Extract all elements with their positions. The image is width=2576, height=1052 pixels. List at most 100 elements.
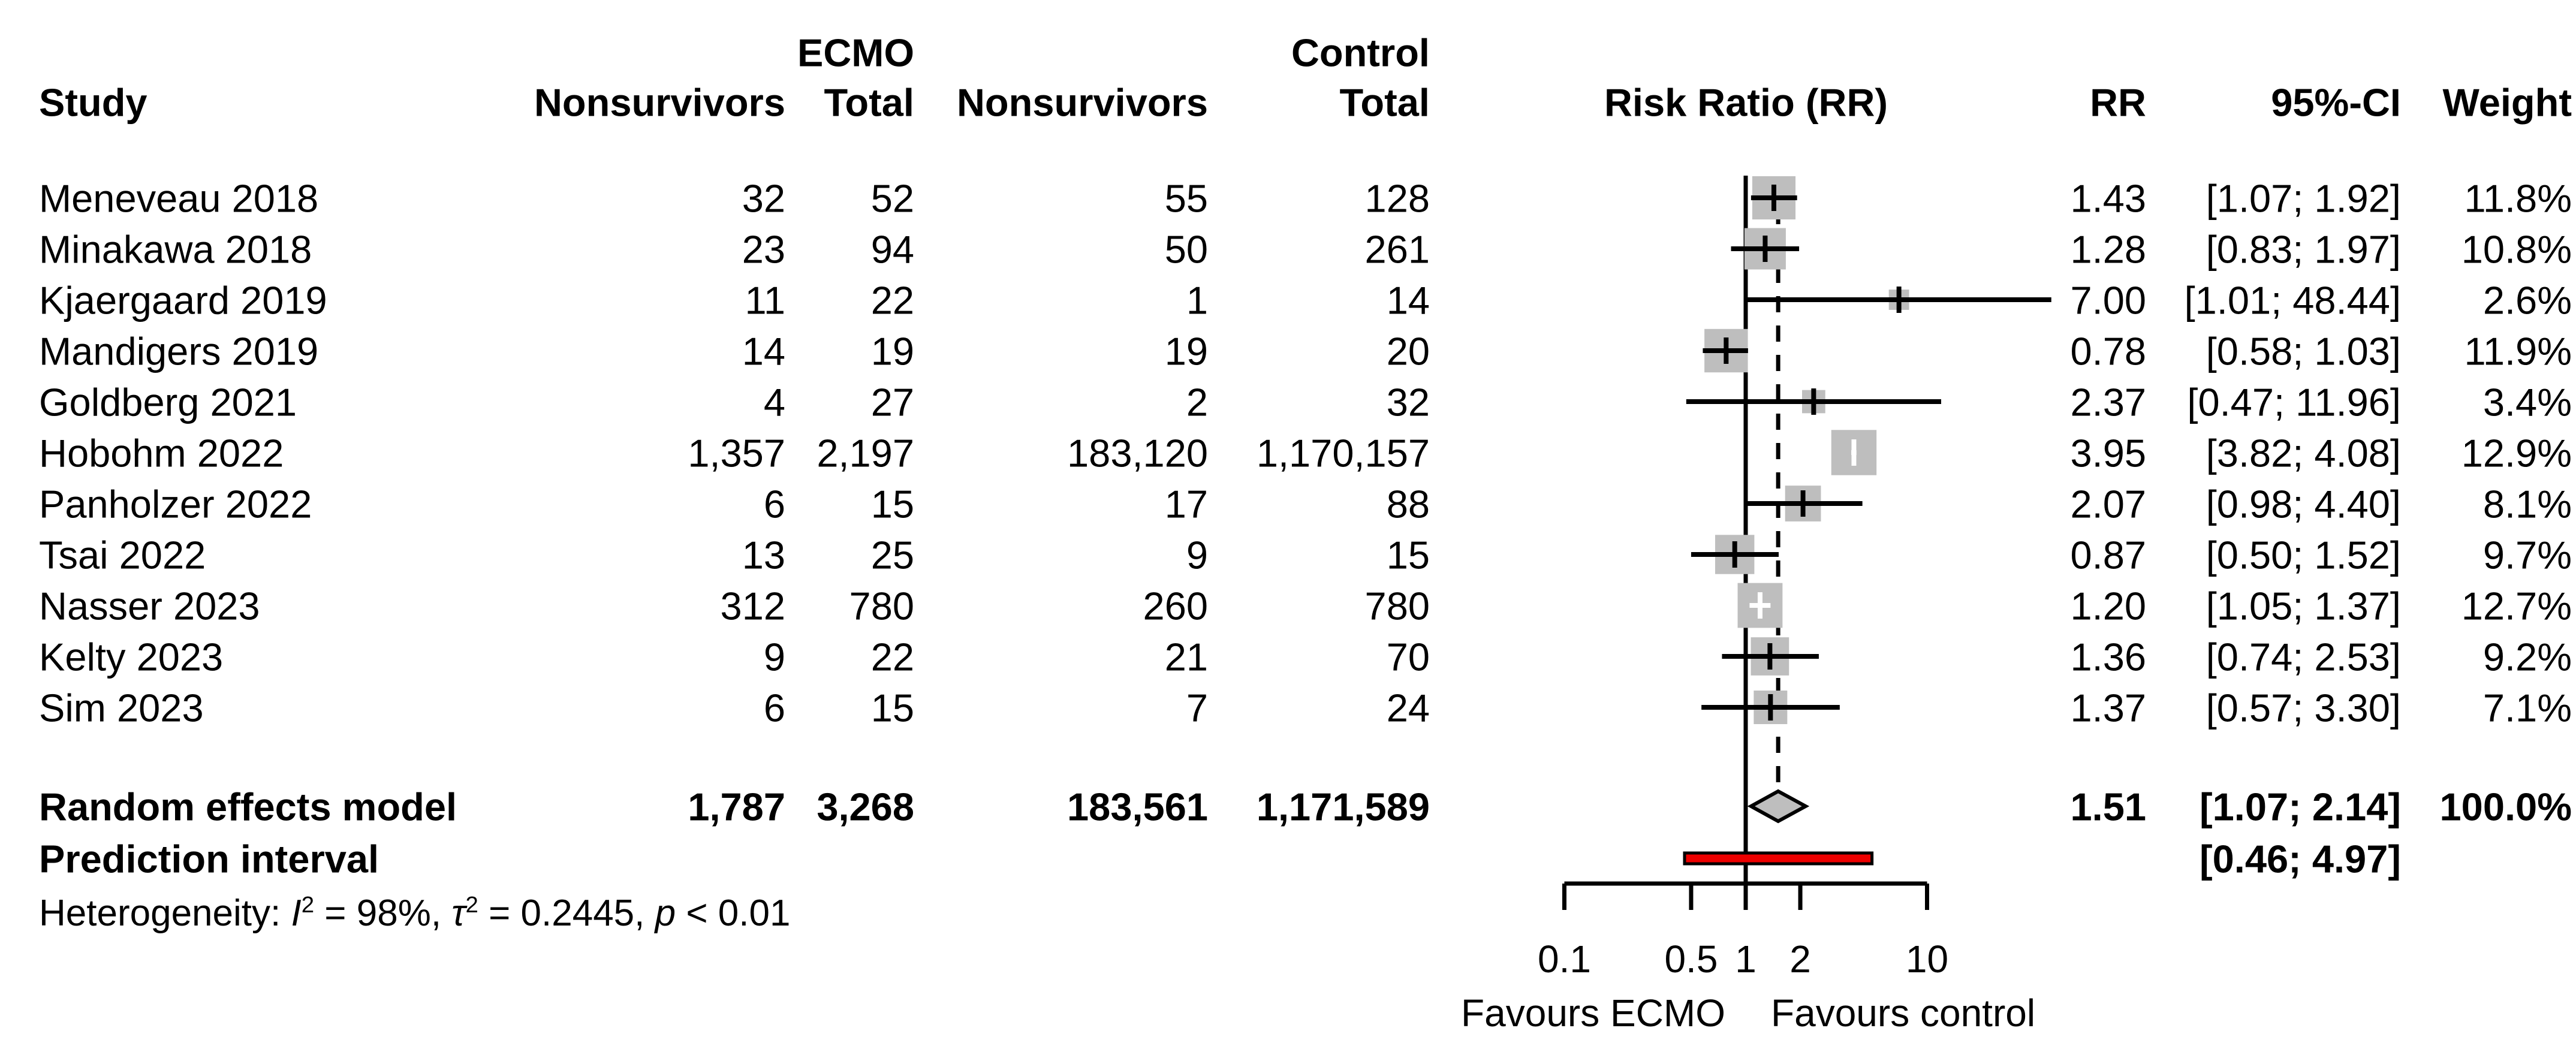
control-total-column-header: Total bbox=[1339, 80, 1430, 124]
ci-value: [0.74; 2.53] bbox=[2206, 635, 2401, 679]
study-name: Sim 2023 bbox=[39, 686, 204, 730]
control-nonsurvivors: 55 bbox=[1164, 176, 1208, 220]
ecmo-total: 52 bbox=[870, 176, 914, 220]
control-group-header: Control bbox=[1291, 31, 1430, 74]
rr-value: 1.43 bbox=[2070, 176, 2146, 220]
summary-ecmo-total: 3,268 bbox=[817, 785, 914, 828]
table-row: Nasser 2023 312 780 260 780 1.20 [1.05; … bbox=[0, 580, 2576, 631]
ecmo-total: 94 bbox=[870, 227, 914, 271]
weight-value: 11.8% bbox=[2464, 176, 2572, 220]
control-total: 88 bbox=[1386, 482, 1430, 526]
ecmo-total: 22 bbox=[870, 278, 914, 322]
ecmo-nonsurvivors-column-header: Nonsurvivors bbox=[534, 80, 785, 124]
heterogeneity-text: Heterogeneity: I2 = 98%, τ2 = 0.2445, p … bbox=[39, 891, 791, 934]
ecmo-nonsurvivors: 11 bbox=[745, 278, 785, 322]
control-total: 14 bbox=[1386, 278, 1430, 322]
weight-value: 9.7% bbox=[2482, 533, 2572, 577]
table-row: Kjaergaard 2019 11 22 1 14 7.00 [1.01; 4… bbox=[0, 275, 2576, 325]
ecmo-total: 780 bbox=[849, 584, 914, 628]
weight-value: 12.9% bbox=[2461, 431, 2572, 475]
control-nonsurvivors: 21 bbox=[1164, 635, 1208, 679]
ci-value: [0.83; 1.97] bbox=[2206, 227, 2401, 271]
control-nonsurvivors: 2 bbox=[1186, 380, 1208, 424]
ecmo-nonsurvivors: 6 bbox=[763, 686, 785, 730]
ci-value: [0.50; 1.52] bbox=[2206, 533, 2401, 577]
summary-ci-value: [1.07; 2.14] bbox=[2199, 785, 2401, 828]
ecmo-total: 22 bbox=[870, 635, 914, 679]
ecmo-total: 25 bbox=[870, 533, 914, 577]
control-total: 15 bbox=[1386, 533, 1430, 577]
prediction-interval-label: Prediction interval bbox=[39, 837, 379, 881]
ci-value: [1.05; 1.37] bbox=[2206, 584, 2401, 628]
summary-row: Random effects model 1,787 3,268 183,561… bbox=[0, 781, 2576, 832]
control-total: 780 bbox=[1364, 584, 1430, 628]
rr-value: 2.37 bbox=[2070, 380, 2146, 424]
weight-value: 8.1% bbox=[2482, 482, 2572, 526]
summary-diamond bbox=[1747, 789, 1810, 824]
ecmo-nonsurvivors: 312 bbox=[720, 584, 785, 628]
column-header-row: Study Nonsurvivors Total Nonsurvivors To… bbox=[0, 77, 2576, 128]
control-nonsurvivors: 9 bbox=[1186, 533, 1208, 577]
control-total: 128 bbox=[1364, 176, 1430, 220]
axis-tick-label: 0.1 bbox=[1538, 938, 1591, 981]
favours-ecmo-label: Favours ECMO bbox=[1461, 991, 1725, 1035]
table-row: Mandigers 2019 14 19 19 20 0.78 [0.58; 1… bbox=[0, 325, 2576, 376]
ecmo-nonsurvivors: 14 bbox=[742, 329, 785, 373]
ci-column-header: 95%-CI bbox=[2271, 80, 2401, 124]
study-column-header: Study bbox=[39, 80, 147, 124]
prediction-interval-ci: [0.46; 4.97] bbox=[2199, 837, 2401, 881]
table-row: Kelty 2023 9 22 21 70 1.36 [0.74; 2.53] … bbox=[0, 631, 2576, 682]
control-total: 1,170,157 bbox=[1256, 431, 1430, 475]
axis-tick-label: 10 bbox=[1906, 938, 1948, 981]
table-row: Goldberg 2021 4 27 2 32 2.37 [0.47; 11.9… bbox=[0, 376, 2576, 427]
heterogeneity-row: Heterogeneity: I2 = 98%, τ2 = 0.2445, p … bbox=[0, 887, 2576, 938]
weight-value: 11.9% bbox=[2464, 329, 2572, 373]
control-nonsurvivors: 19 bbox=[1164, 329, 1208, 373]
rr-value: 7.00 bbox=[2070, 278, 2146, 322]
control-total: 261 bbox=[1364, 227, 1430, 271]
ecmo-nonsurvivors: 9 bbox=[763, 635, 785, 679]
control-nonsurvivors: 17 bbox=[1164, 482, 1208, 526]
rr-value: 0.87 bbox=[2070, 533, 2146, 577]
control-nonsurvivors: 1 bbox=[1186, 278, 1208, 322]
study-name: Kjaergaard 2019 bbox=[39, 278, 327, 322]
ecmo-group-header: ECMO bbox=[797, 31, 914, 74]
ecmo-nonsurvivors: 6 bbox=[763, 482, 785, 526]
ci-value: [3.82; 4.08] bbox=[2206, 431, 2401, 475]
ecmo-total: 15 bbox=[870, 686, 914, 730]
study-name: Minakawa 2018 bbox=[39, 227, 312, 271]
axis-tick-label: 0.5 bbox=[1664, 938, 1718, 981]
rr-column-header: RR bbox=[2090, 80, 2146, 124]
control-total: 20 bbox=[1386, 329, 1430, 373]
rr-value: 1.28 bbox=[2070, 227, 2146, 271]
control-nonsurvivors: 183,120 bbox=[1067, 431, 1208, 475]
study-name: Meneveau 2018 bbox=[39, 176, 319, 220]
rr-value: 2.07 bbox=[2070, 482, 2146, 526]
summary-weight-value: 100.0% bbox=[2439, 785, 2572, 828]
summary-rr-value: 1.51 bbox=[2070, 785, 2146, 828]
table-row: Minakawa 2018 23 94 50 261 1.28 [0.83; 1… bbox=[0, 224, 2576, 275]
rr-value: 0.78 bbox=[2070, 329, 2146, 373]
weight-value: 10.8% bbox=[2461, 227, 2572, 271]
weight-value: 7.1% bbox=[2482, 686, 2572, 730]
ci-value: [0.58; 1.03] bbox=[2206, 329, 2401, 373]
table-row: Hobohm 2022 1,357 2,197 183,120 1,170,15… bbox=[0, 427, 2576, 478]
weight-value: 3.4% bbox=[2482, 380, 2572, 424]
ci-value: [1.01; 48.44] bbox=[2184, 278, 2401, 322]
prediction-interval-row: Prediction interval [0.46; 4.97] bbox=[0, 833, 2576, 884]
ecmo-nonsurvivors: 1,357 bbox=[688, 431, 785, 475]
ci-value: [0.57; 3.30] bbox=[2206, 686, 2401, 730]
ecmo-total: 27 bbox=[870, 380, 914, 424]
control-total: 70 bbox=[1386, 635, 1430, 679]
risk-ratio-column-header: Risk Ratio (RR) bbox=[1604, 80, 1888, 124]
axis-tick-label: 1 bbox=[1735, 938, 1756, 981]
table-row: Sim 2023 6 15 7 24 1.37 [0.57; 3.30] 7.1… bbox=[0, 682, 2576, 733]
summary-ecmo-nonsurvivors: 1,787 bbox=[688, 785, 785, 828]
ecmo-total: 2,197 bbox=[817, 431, 914, 475]
weight-value: 12.7% bbox=[2461, 584, 2572, 628]
summary-control-nonsurvivors: 183,561 bbox=[1067, 785, 1208, 828]
ci-value: [1.07; 1.92] bbox=[2206, 176, 2401, 220]
prediction-interval-bar bbox=[1683, 851, 1874, 866]
table-row: Panholzer 2022 6 15 17 88 2.07 [0.98; 4.… bbox=[0, 478, 2576, 529]
